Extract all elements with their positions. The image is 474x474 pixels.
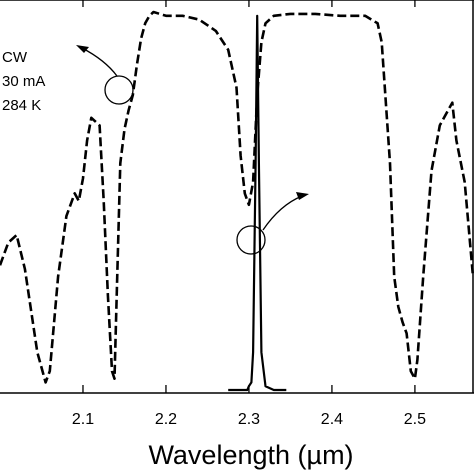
- series-layer: [0, 10, 474, 392]
- arrowhead-right: [296, 192, 309, 200]
- marker-circle-right: [236, 225, 266, 255]
- x-tick-label: 2.5: [404, 411, 426, 428]
- arrow-right: [262, 195, 303, 231]
- series-line-solid: [228, 14, 287, 392]
- x-ticks: 2.1 2.2 2.3 2.4 2.5: [72, 0, 426, 428]
- arrow-left: [81, 47, 118, 77]
- x-tick-label: 2.1: [72, 411, 94, 428]
- marker-circle-left: [104, 75, 134, 105]
- x-tick-label: 2.3: [238, 411, 260, 428]
- arrowhead-left: [76, 45, 89, 53]
- annotation-line-3: 284 K: [2, 97, 41, 114]
- series-line-dashed: [0, 10, 474, 384]
- annotation-line-2: 30 mA: [2, 73, 45, 90]
- x-tick-label: 2.2: [155, 411, 177, 428]
- annotation-line-1: CW: [2, 49, 28, 66]
- x-tick-label: 2.4: [321, 411, 343, 428]
- x-axis-title: Wavelength (µm): [148, 440, 353, 470]
